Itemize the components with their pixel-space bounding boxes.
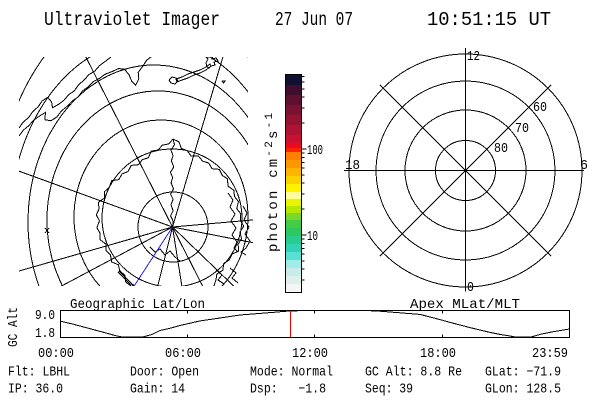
svg-text:Geographic Lat/Lon: Geographic Lat/Lon bbox=[70, 297, 205, 313]
svg-text:9.0: 9.0 bbox=[35, 308, 55, 324]
svg-text:60: 60 bbox=[533, 100, 547, 116]
svg-text:6: 6 bbox=[580, 158, 588, 174]
svg-text:Ultraviolet Imager: Ultraviolet Imager bbox=[44, 9, 220, 31]
svg-text:1.8: 1.8 bbox=[35, 326, 55, 342]
svg-text:18: 18 bbox=[345, 158, 360, 174]
svg-text:18:00: 18:00 bbox=[420, 346, 456, 362]
svg-text:Apex MLat/MLT: Apex MLat/MLT bbox=[410, 297, 520, 313]
svg-text:12: 12 bbox=[467, 49, 480, 65]
svg-text:IP: 36.0: IP: 36.0 bbox=[8, 382, 63, 398]
svg-text:GLon: 128.5: GLon: 128.5 bbox=[485, 382, 561, 398]
svg-text:12:00: 12:00 bbox=[292, 346, 328, 362]
svg-text:100: 100 bbox=[307, 143, 323, 159]
svg-text:Mode: Normal: Mode: Normal bbox=[250, 365, 333, 381]
svg-text:Door: Open: Door: Open bbox=[130, 365, 199, 381]
svg-text:27 Jun 07: 27 Jun 07 bbox=[275, 9, 353, 31]
svg-text:06:00: 06:00 bbox=[165, 346, 201, 362]
svg-text:0: 0 bbox=[467, 280, 474, 296]
svg-text:Gain: 14: Gain: 14 bbox=[130, 382, 185, 398]
svg-text:GLat: −71.9: GLat: −71.9 bbox=[485, 365, 561, 381]
svg-text:Seq: 39: Seq: 39 bbox=[365, 382, 413, 398]
svg-text:GC Alt: 8.8 Re: GC Alt: 8.8 Re bbox=[365, 365, 462, 381]
svg-text:GC Alt: GC Alt bbox=[6, 307, 22, 347]
svg-text:10:51:15 UT: 10:51:15 UT bbox=[427, 9, 551, 31]
svg-text:10: 10 bbox=[307, 229, 318, 245]
svg-text:00:00: 00:00 bbox=[38, 346, 74, 362]
svg-text:80: 80 bbox=[494, 141, 508, 157]
svg-text:Flt: LBHL: Flt: LBHL bbox=[8, 365, 70, 381]
svg-text:23:59: 23:59 bbox=[532, 346, 568, 362]
svg-text:70: 70 bbox=[515, 121, 529, 137]
svg-text:photon cm-2s-1: photon cm-2s-1 bbox=[264, 111, 282, 252]
svg-text:Dsp: −1.8: Dsp: −1.8 bbox=[250, 382, 326, 398]
